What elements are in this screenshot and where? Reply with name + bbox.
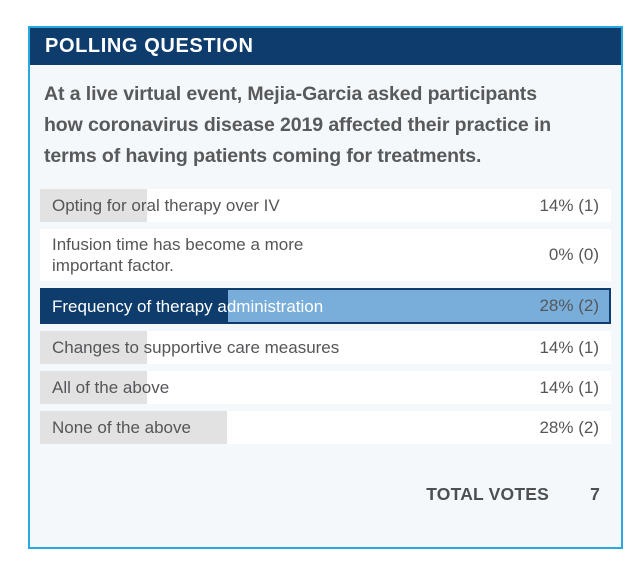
result-bar xyxy=(40,411,227,444)
option-result: 14% (1) xyxy=(539,195,599,215)
poll-option-row[interactable]: None of the above 28% (2) xyxy=(40,411,611,444)
poll-options-list: Opting for oral therapy over IV 14% (1) In… xyxy=(39,189,612,444)
poll-option-row[interactable]: Changes to supportive care measures 14% (… xyxy=(40,331,611,364)
option-result: 14% (1) xyxy=(539,377,599,397)
option-label: Frequency of therapy administration xyxy=(52,296,324,316)
option-label: None of the above xyxy=(52,418,191,437)
total-votes-label: TOTAL VOTES xyxy=(426,484,549,504)
poll-question-text: At a live virtual event, Mejia-Garcia as… xyxy=(44,83,552,167)
result-bar xyxy=(40,331,147,364)
poll-option-row[interactable]: Infusion time has become a more importan… xyxy=(40,229,611,281)
option-result: 0% (0) xyxy=(548,245,599,264)
option-label: Infusion time has become a more importan… xyxy=(52,235,304,275)
result-bar xyxy=(42,290,228,322)
option-result: 28% (2) xyxy=(539,417,599,437)
polling-header: POLLING QUESTION xyxy=(30,28,621,65)
total-votes-row: TOTAL VOTES 7 xyxy=(39,484,600,505)
poll-option-row[interactable]: Opting for oral therapy over IV 14% (1) xyxy=(40,189,611,222)
option-result: 28% (2) xyxy=(539,296,599,315)
polling-widget: POLLING QUESTION At a live virtual event… xyxy=(28,26,623,549)
option-label: All of the above xyxy=(52,378,170,397)
polling-header-title: POLLING QUESTION xyxy=(45,35,254,57)
polling-body: At a live virtual event, Mejia-Garcia as… xyxy=(30,79,621,505)
option-label: Changes to supportive care measures xyxy=(52,338,340,357)
poll-option-row-selected[interactable]: Frequency of therapy administration 28% (… xyxy=(40,288,611,324)
total-votes-count: 7 xyxy=(590,484,600,504)
result-bar xyxy=(40,189,147,222)
poll-option-row[interactable]: All of the above 14% (1) xyxy=(40,371,611,404)
option-label: Opting for oral therapy over IV xyxy=(52,196,280,215)
option-result: 14% (1) xyxy=(539,337,599,357)
result-bar xyxy=(40,371,147,404)
